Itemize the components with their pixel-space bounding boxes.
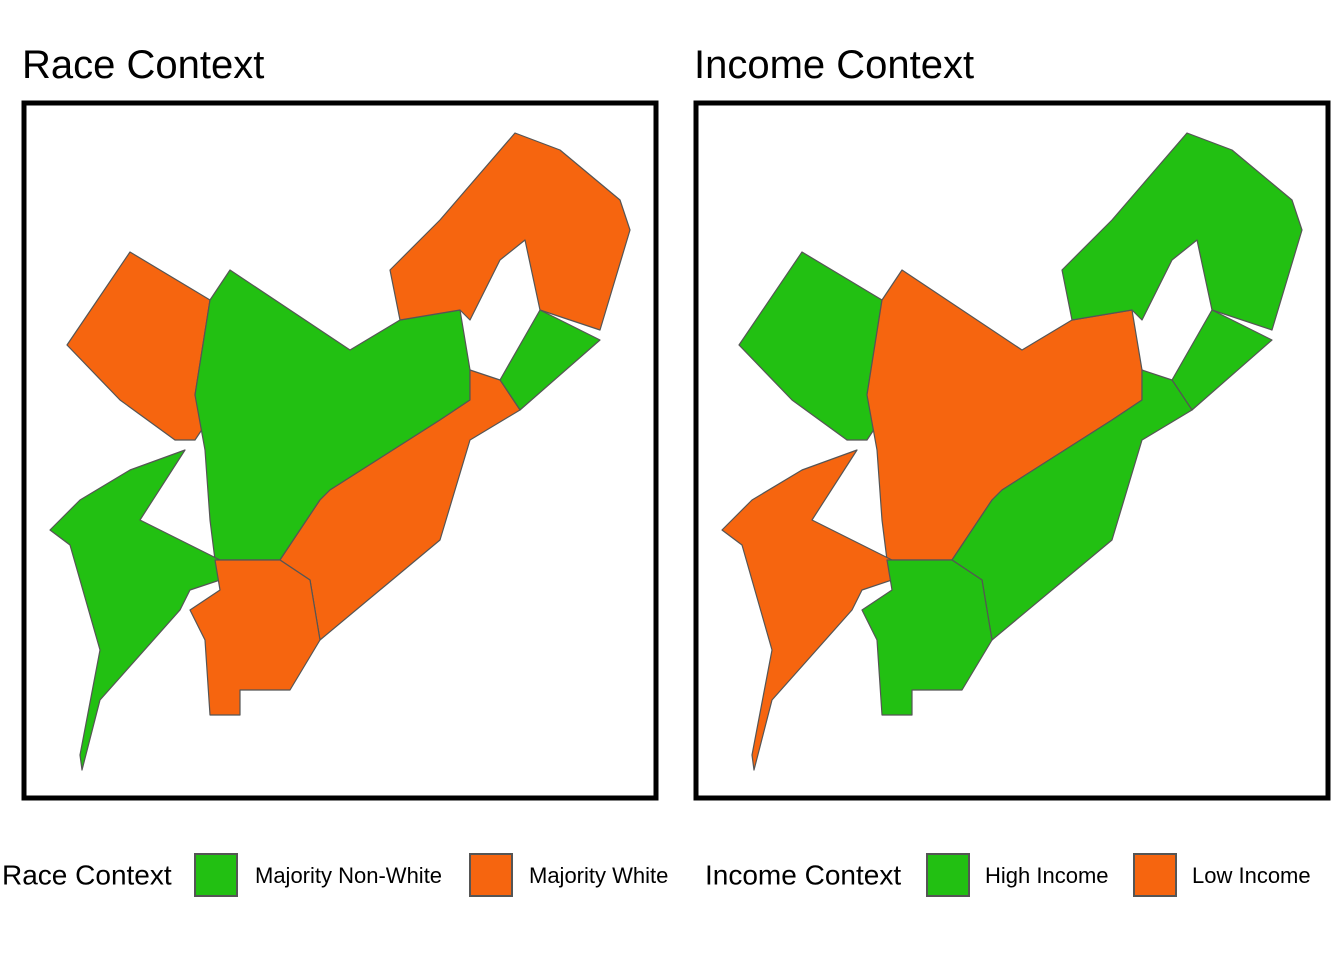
legend-swatch bbox=[1133, 853, 1177, 897]
legend-swatch bbox=[194, 853, 238, 897]
legend-label: High Income bbox=[985, 863, 1109, 888]
map-title: Race Context bbox=[22, 43, 264, 87]
region bbox=[721, 449, 893, 771]
region bbox=[66, 251, 216, 441]
map-regions bbox=[721, 132, 1303, 771]
legend-label: Low Income bbox=[1192, 863, 1311, 888]
legend-title: Race Context bbox=[2, 859, 172, 890]
legend-swatch bbox=[469, 853, 513, 897]
legend-label: Majority White bbox=[529, 863, 668, 888]
legend-label: Majority Non-White bbox=[255, 863, 442, 888]
region bbox=[738, 251, 888, 441]
region bbox=[189, 559, 321, 716]
map-panel: Race Context Race Context Majority Non-W… bbox=[2, 43, 668, 897]
map-panel: Income Context Income Context High Incom… bbox=[693, 43, 1331, 897]
region bbox=[1061, 132, 1303, 331]
region bbox=[861, 559, 993, 716]
legend-title: Income Context bbox=[705, 859, 901, 890]
map-frame bbox=[21, 100, 659, 801]
map-frame bbox=[693, 100, 1331, 801]
region bbox=[389, 132, 631, 331]
region bbox=[49, 449, 221, 771]
legend-swatch bbox=[926, 853, 970, 897]
map-title: Income Context bbox=[694, 43, 974, 87]
map-regions bbox=[49, 132, 631, 771]
